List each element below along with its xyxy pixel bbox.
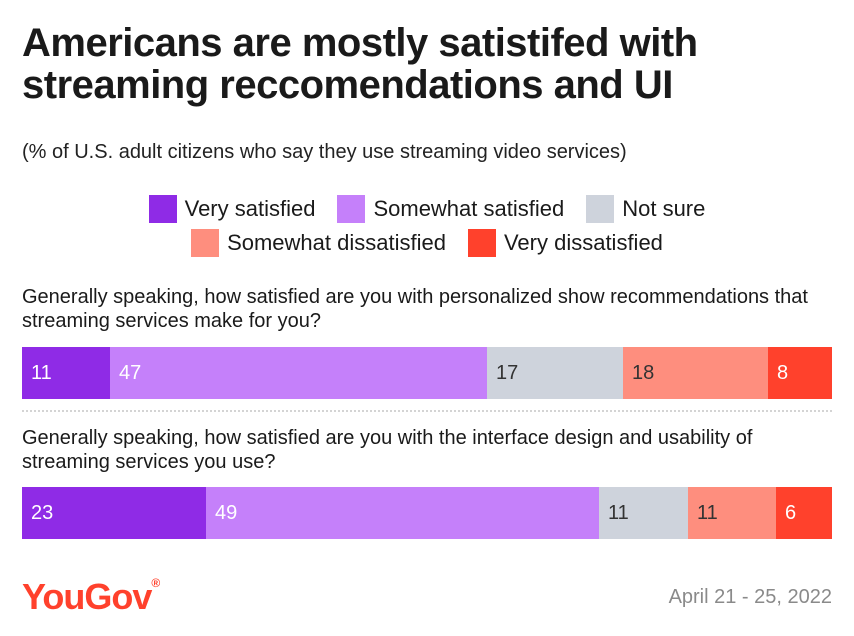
bar-segment-not-sure: 11 xyxy=(599,487,688,539)
legend-row-2: Somewhat dissatisfied Very dissatisfied xyxy=(0,229,854,257)
bar-segment-somewhat-dissatisfied: 11 xyxy=(688,487,776,539)
legend-item-not-sure: Not sure xyxy=(586,195,705,223)
legend-item-very-satisfied: Very satisfied xyxy=(148,195,316,223)
chart-title-line-2: streaming reccomendations and UI xyxy=(22,63,673,107)
yougov-logo: YouGov® xyxy=(22,576,160,618)
legend-item-somewhat-dissatisfied: Somewhat dissatisfied xyxy=(191,229,446,257)
legend-swatch xyxy=(467,229,496,257)
legend-label: Very dissatisfied xyxy=(503,230,663,255)
logo-registered-mark: ® xyxy=(151,576,160,590)
legend-row-1: Very satisfied Somewhat satisfied Not su… xyxy=(0,195,854,223)
bar-segment-very-satisfied: 23 xyxy=(22,487,206,539)
legend-swatch xyxy=(191,229,220,257)
bar-segment-somewhat-dissatisfied: 18 xyxy=(623,347,768,399)
legend-swatch xyxy=(337,195,366,223)
bar-segment-not-sure: 17 xyxy=(487,347,623,399)
legend-swatch xyxy=(586,195,615,223)
legend-label: Somewhat dissatisfied xyxy=(227,230,446,255)
bar-segment-very-dissatisfied: 6 xyxy=(776,487,832,539)
legend-item-somewhat-satisfied: Somewhat satisfied xyxy=(337,195,564,223)
survey-date: April 21 - 25, 2022 xyxy=(668,586,832,608)
row-divider xyxy=(22,410,832,412)
question-recommendations: Generally speaking, how satisfied are yo… xyxy=(22,286,808,332)
bar-segment-very-dissatisfied: 8 xyxy=(768,347,832,399)
legend-label: Very satisfied xyxy=(184,196,316,221)
question-interface: Generally speaking, how satisfied are yo… xyxy=(22,427,753,473)
stacked-bar-interface: 23 49 11 11 6 xyxy=(22,487,832,539)
legend-label: Somewhat satisfied xyxy=(373,196,565,221)
legend-item-very-dissatisfied: Very dissatisfied xyxy=(467,229,663,257)
logo-text: YouGov xyxy=(22,576,152,617)
bar-segment-somewhat-satisfied: 49 xyxy=(206,487,599,539)
bar-segment-somewhat-satisfied: 47 xyxy=(110,347,487,399)
stacked-bar-recommendations: 11 47 17 18 8 xyxy=(22,347,832,399)
chart-title: Americans are mostly satistifed with str… xyxy=(22,22,842,106)
legend-swatch xyxy=(148,195,177,223)
chart-title-line-1: Americans are mostly satistifed with xyxy=(22,21,698,65)
bar-segment-very-satisfied: 11 xyxy=(22,347,110,399)
chart-subtitle: (% of U.S. adult citizens who say they u… xyxy=(22,141,627,163)
legend-label: Not sure xyxy=(622,196,706,221)
